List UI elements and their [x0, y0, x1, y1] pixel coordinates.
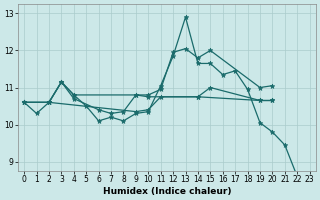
- X-axis label: Humidex (Indice chaleur): Humidex (Indice chaleur): [103, 187, 231, 196]
